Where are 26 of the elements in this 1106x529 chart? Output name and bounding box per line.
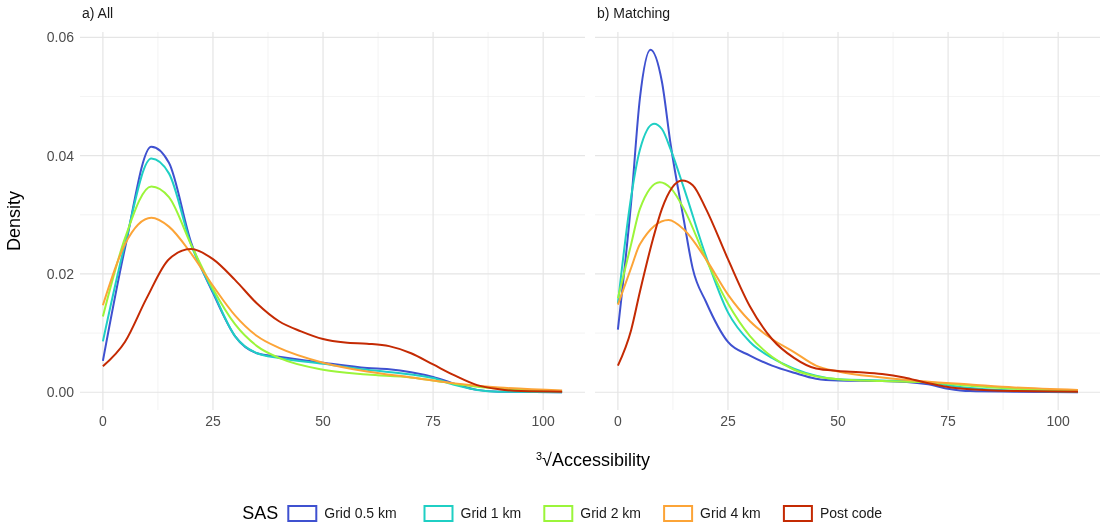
x-tick-label: 50	[830, 413, 847, 429]
x-axis-title: $^{3}$√Accessibility	[536, 450, 650, 470]
y-tick-label: 0.06	[46, 29, 75, 46]
x-tick-label: 75	[940, 413, 957, 429]
legend-label: Grid 1 km	[460, 505, 522, 521]
x-tick-label: 0	[99, 413, 107, 429]
x-tick-label: 50	[315, 413, 332, 429]
x-tick-label: 25	[205, 413, 221, 429]
x-tick-label: 0	[614, 413, 622, 429]
legend-title: SAS	[242, 503, 279, 523]
x-tick-label: 100	[1046, 413, 1071, 429]
legend-label: Grid 2 km	[580, 505, 641, 521]
y-axis-title: Density	[4, 190, 24, 252]
y-tick-label: 0.04	[46, 147, 75, 164]
line-series	[101, 248, 564, 393]
chart-title: b) Matching	[597, 5, 671, 21]
legend-label: Grid 4 km	[700, 505, 761, 521]
legend-label: Post code	[819, 505, 883, 521]
x-tick-label: 75	[425, 413, 442, 429]
y-tick-label: 0.00	[46, 384, 75, 401]
line-series	[101, 216, 564, 392]
chart-title: a) All	[82, 5, 114, 21]
x-tick-label: 100	[531, 413, 556, 429]
y-tick-label: 0.02	[46, 265, 75, 282]
legend-label: Grid 0.5 km	[324, 505, 397, 521]
x-tick-label: 25	[720, 413, 736, 429]
